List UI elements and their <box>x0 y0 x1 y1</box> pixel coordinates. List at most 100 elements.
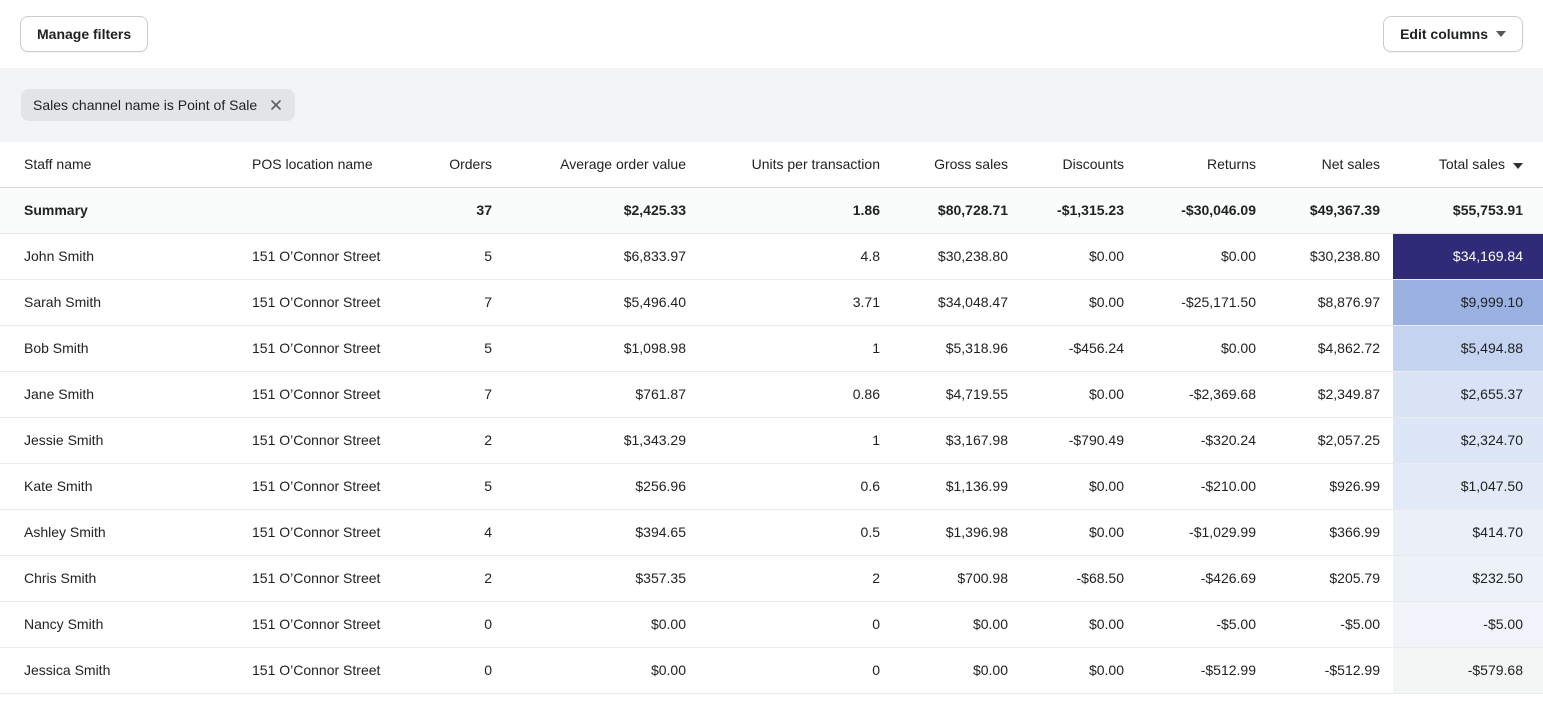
applied-filters-bar: Sales channel name is Point of Sale <box>0 68 1543 142</box>
cell-total-sales: $2,655.37 <box>1393 371 1543 418</box>
cell-location: 151 O’Connor Street <box>252 325 412 372</box>
cell-location: 151 O’Connor Street <box>252 555 412 602</box>
cell-returns: -$512.99 <box>1124 647 1256 694</box>
cell-orders: 5 <box>412 325 492 372</box>
cell-net-sales: $4,862.72 <box>1256 325 1393 372</box>
close-icon <box>271 100 281 110</box>
cell-total-sales: $2,324.70 <box>1393 417 1543 464</box>
table-row: Chris Smith 151 O’Connor Street 2 $357.35 2 $… <box>0 555 1543 602</box>
cell-orders: 2 <box>412 417 492 464</box>
table-row: Nancy Smith 151 O’Connor Street 0 $0.00 0 $0.… <box>0 601 1543 648</box>
chevron-down-icon <box>1496 31 1506 37</box>
cell-orders: 5 <box>412 463 492 510</box>
column-header-average-order-value[interactable]: Average order value <box>492 142 686 188</box>
cell-staff: John Smith <box>0 233 252 280</box>
column-header-staff-name[interactable]: Staff name <box>0 142 252 188</box>
cell-orders: 0 <box>412 647 492 694</box>
header-row: Staff name POS location name Orders Average… <box>0 142 1543 188</box>
cell-returns: -$25,171.50 <box>1124 279 1256 326</box>
column-label: Gross sales <box>934 156 1008 173</box>
column-header-returns[interactable]: Returns <box>1124 142 1256 188</box>
summary-row: Summary 37 $2,425.33 1.86 $80,728.71 -$1,315.… <box>0 187 1543 234</box>
summary-cell-location <box>252 187 412 234</box>
table-row: Jessie Smith 151 O’Connor Street 2 $1,343.2… <box>0 417 1543 464</box>
cell-returns: $0.00 <box>1124 325 1256 372</box>
cell-orders: 0 <box>412 601 492 648</box>
cell-location: 151 O’Connor Street <box>252 417 412 464</box>
cell-orders: 4 <box>412 509 492 556</box>
column-label: POS location name <box>252 156 373 173</box>
cell-units-per-transaction: 0.6 <box>686 463 880 510</box>
edit-columns-button[interactable]: Edit columns <box>1383 16 1523 52</box>
cell-avg-order-value: $5,496.40 <box>492 279 686 326</box>
cell-staff: Sarah Smith <box>0 279 252 326</box>
cell-net-sales: $8,876.97 <box>1256 279 1393 326</box>
cell-location: 151 O’Connor Street <box>252 233 412 280</box>
cell-discounts: $0.00 <box>1008 371 1124 418</box>
cell-units-per-transaction: 3.71 <box>686 279 880 326</box>
table-row: Sarah Smith 151 O’Connor Street 7 $5,496.40… <box>0 279 1543 326</box>
remove-filter-button[interactable] <box>267 96 285 114</box>
column-header-net-sales[interactable]: Net sales <box>1256 142 1393 188</box>
column-header-units-per-transaction[interactable]: Units per transaction <box>686 142 880 188</box>
column-header-orders[interactable]: Orders <box>412 142 492 188</box>
cell-location: 151 O’Connor Street <box>252 647 412 694</box>
table-row: Kate Smith 151 O’Connor Street 5 $256.96 0.6… <box>0 463 1543 510</box>
cell-net-sales: $2,057.25 <box>1256 417 1393 464</box>
cell-net-sales: $366.99 <box>1256 509 1393 556</box>
summary-cell-staff: Summary <box>0 187 252 234</box>
cell-gross-sales: $700.98 <box>880 555 1008 602</box>
cell-total-sales: -$579.68 <box>1393 647 1543 694</box>
cell-discounts: $0.00 <box>1008 647 1124 694</box>
cell-units-per-transaction: 4.8 <box>686 233 880 280</box>
cell-orders: 7 <box>412 371 492 418</box>
cell-discounts: $0.00 <box>1008 279 1124 326</box>
cell-discounts: -$68.50 <box>1008 555 1124 602</box>
cell-avg-order-value: $761.87 <box>492 371 686 418</box>
cell-units-per-transaction: 0 <box>686 601 880 648</box>
cell-total-sales: -$5.00 <box>1393 601 1543 648</box>
cell-location: 151 O’Connor Street <box>252 371 412 418</box>
summary-cell-total-sales: $55,753.91 <box>1393 187 1543 234</box>
cell-total-sales: $232.50 <box>1393 555 1543 602</box>
cell-location: 151 O’Connor Street <box>252 463 412 510</box>
column-header-discounts[interactable]: Discounts <box>1008 142 1124 188</box>
summary-cell-discounts: -$1,315.23 <box>1008 187 1124 234</box>
column-header-pos-location-name[interactable]: POS location name <box>252 142 412 188</box>
cell-staff: Ashley Smith <box>0 509 252 556</box>
cell-staff: Jessie Smith <box>0 417 252 464</box>
cell-net-sales: -$5.00 <box>1256 601 1393 648</box>
cell-total-sales: $1,047.50 <box>1393 463 1543 510</box>
cell-location: 151 O’Connor Street <box>252 509 412 556</box>
summary-cell-orders: 37 <box>412 187 492 234</box>
cell-units-per-transaction: 2 <box>686 555 880 602</box>
cell-avg-order-value: $0.00 <box>492 601 686 648</box>
cell-total-sales: $414.70 <box>1393 509 1543 556</box>
cell-gross-sales: $3,167.98 <box>880 417 1008 464</box>
cell-returns: -$210.00 <box>1124 463 1256 510</box>
column-header-gross-sales[interactable]: Gross sales <box>880 142 1008 188</box>
cell-gross-sales: $0.00 <box>880 601 1008 648</box>
table-row: Jane Smith 151 O’Connor Street 7 $761.87 0.8… <box>0 371 1543 418</box>
cell-staff: Jane Smith <box>0 371 252 418</box>
cell-total-sales: $9,999.10 <box>1393 279 1543 326</box>
column-label: Units per transaction <box>751 156 880 173</box>
cell-gross-sales: $4,719.55 <box>880 371 1008 418</box>
column-header-total-sales[interactable]: Total sales <box>1393 142 1543 188</box>
manage-filters-button[interactable]: Manage filters <box>20 16 149 52</box>
summary-cell-net-sales: $49,367.39 <box>1256 187 1393 234</box>
cell-staff: Kate Smith <box>0 463 252 510</box>
cell-discounts: $0.00 <box>1008 463 1124 510</box>
cell-gross-sales: $0.00 <box>880 647 1008 694</box>
cell-returns: $0.00 <box>1124 233 1256 280</box>
filter-chip-label: Sales channel name is Point of Sale <box>33 97 258 113</box>
table-row: Ashley Smith 151 O’Connor Street 4 $394.65 0… <box>0 509 1543 556</box>
cell-gross-sales: $34,048.47 <box>880 279 1008 326</box>
cell-gross-sales: $30,238.80 <box>880 233 1008 280</box>
cell-avg-order-value: $394.65 <box>492 509 686 556</box>
cell-discounts: -$790.49 <box>1008 417 1124 464</box>
cell-discounts: $0.00 <box>1008 601 1124 648</box>
cell-gross-sales: $5,318.96 <box>880 325 1008 372</box>
cell-avg-order-value: $357.35 <box>492 555 686 602</box>
cell-avg-order-value: $6,833.97 <box>492 233 686 280</box>
